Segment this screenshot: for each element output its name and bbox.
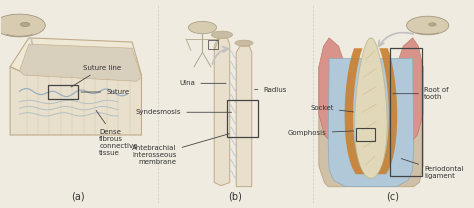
Bar <box>208 40 219 49</box>
Text: Gomphosis: Gomphosis <box>288 130 354 136</box>
Text: (a): (a) <box>71 191 85 201</box>
Circle shape <box>188 21 217 34</box>
Text: Suture: Suture <box>81 89 129 95</box>
Text: Dense
fibrous
connective
tissue: Dense fibrous connective tissue <box>96 110 137 156</box>
Text: Root of
tooth: Root of tooth <box>393 87 448 100</box>
Polygon shape <box>10 38 141 79</box>
Bar <box>390 48 422 176</box>
Text: Radius: Radius <box>255 87 287 93</box>
Circle shape <box>20 22 30 27</box>
Text: Antebrachial
interosseous
membrane: Antebrachial interosseous membrane <box>132 134 229 165</box>
Text: Ulna: Ulna <box>180 80 226 86</box>
Circle shape <box>407 16 449 35</box>
Bar <box>47 85 78 99</box>
Bar <box>356 128 375 141</box>
Polygon shape <box>19 44 141 81</box>
Polygon shape <box>355 38 387 178</box>
Text: (c): (c) <box>386 191 399 201</box>
Text: Periodontal
ligament: Periodontal ligament <box>401 158 463 179</box>
Circle shape <box>0 14 46 37</box>
Polygon shape <box>328 58 414 187</box>
Polygon shape <box>319 67 423 187</box>
Text: (b): (b) <box>228 191 242 201</box>
Bar <box>228 100 258 137</box>
Ellipse shape <box>235 40 253 46</box>
Polygon shape <box>396 38 423 145</box>
Text: Syndesmosis: Syndesmosis <box>136 109 232 115</box>
Circle shape <box>428 23 436 26</box>
Polygon shape <box>10 67 141 135</box>
Text: Socket: Socket <box>310 105 354 112</box>
Ellipse shape <box>211 31 233 38</box>
Text: Suture line: Suture line <box>71 65 121 87</box>
Polygon shape <box>214 38 230 186</box>
Polygon shape <box>345 48 365 174</box>
Polygon shape <box>378 48 397 174</box>
Polygon shape <box>319 38 346 145</box>
Polygon shape <box>236 46 252 187</box>
